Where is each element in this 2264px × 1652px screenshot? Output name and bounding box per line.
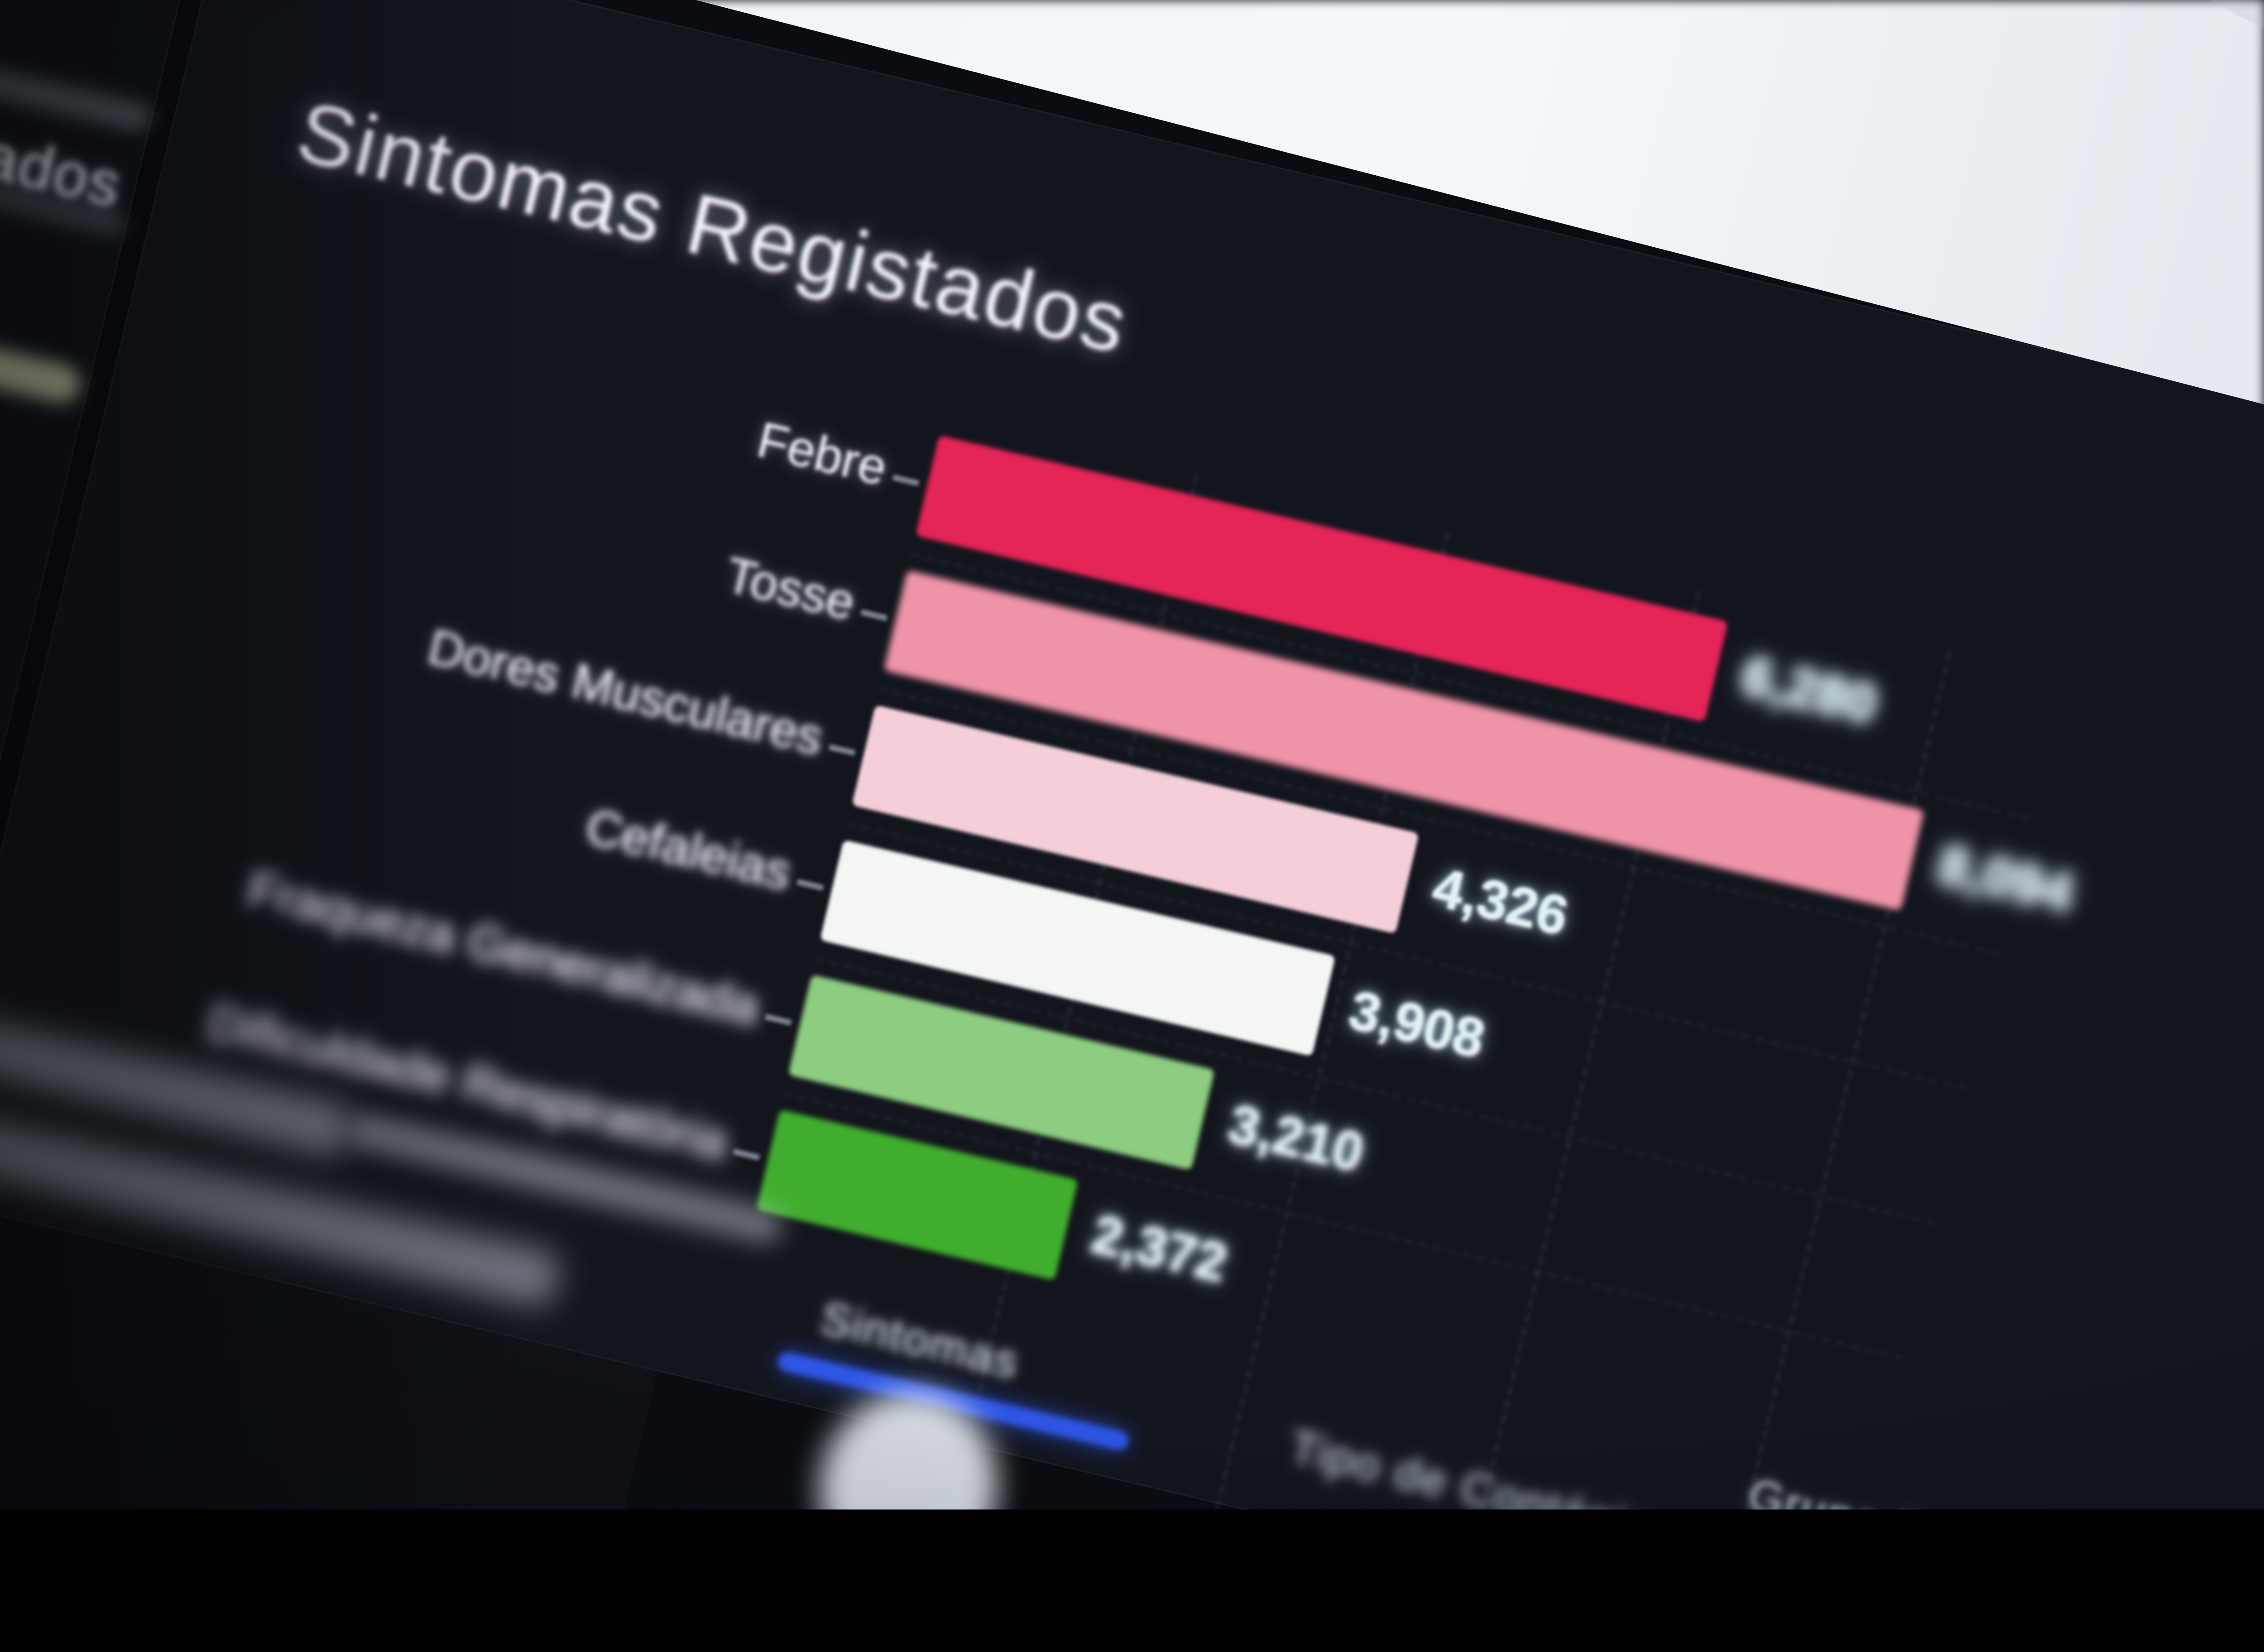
axis-tick: [828, 744, 856, 756]
axis-tick: [860, 609, 888, 621]
value-label-dificuldade-respiratoria: 2,372: [1086, 1203, 1233, 1294]
value-label-fraqueza-generalizada: 3,210: [1223, 1093, 1370, 1184]
axis-tick: [796, 879, 824, 891]
axis-tick: [764, 1013, 792, 1026]
dashboard-photo: mados Sintomas Registados Febre 6,280 To…: [0, 0, 2264, 1510]
axis-tick: [892, 474, 920, 486]
value-label-tosse: 8,094: [1932, 834, 2079, 924]
value-label-febre: 6,280: [1736, 645, 1883, 735]
value-label-cefaleias: 3,908: [1343, 979, 1490, 1070]
value-label-dores-musculares: 4,326: [1427, 856, 1574, 947]
axis-tick: [733, 1148, 760, 1161]
